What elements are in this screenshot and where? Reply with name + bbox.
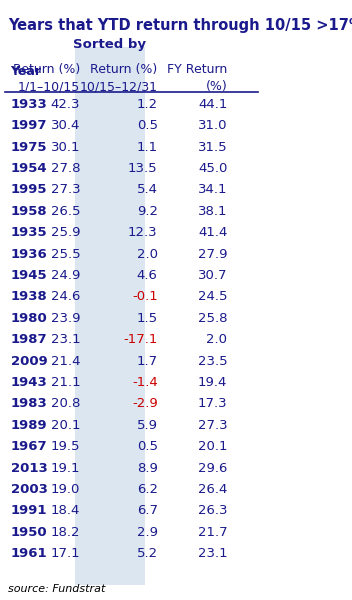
Text: 19.0: 19.0 (51, 483, 80, 496)
Text: 23.9: 23.9 (51, 312, 80, 325)
Text: 25.9: 25.9 (51, 226, 80, 239)
Text: 1943: 1943 (11, 376, 47, 389)
Text: 20.1: 20.1 (198, 440, 227, 453)
Text: 18.4: 18.4 (51, 505, 80, 517)
Text: -17.1: -17.1 (123, 333, 158, 346)
Text: 26.5: 26.5 (51, 205, 80, 218)
Text: 27.9: 27.9 (198, 248, 227, 260)
Text: 2.9: 2.9 (137, 526, 158, 539)
FancyBboxPatch shape (75, 47, 145, 586)
Text: 1961: 1961 (11, 547, 47, 560)
Text: 1995: 1995 (11, 184, 47, 196)
Text: 1945: 1945 (11, 269, 47, 282)
Text: 1936: 1936 (11, 248, 47, 260)
Text: 25.5: 25.5 (51, 248, 80, 260)
Text: (%): (%) (206, 80, 227, 93)
Text: 34.1: 34.1 (198, 184, 227, 196)
Text: 0.5: 0.5 (137, 119, 158, 132)
Text: 29.6: 29.6 (198, 461, 227, 475)
Text: 30.4: 30.4 (51, 119, 80, 132)
Text: 2013: 2013 (11, 461, 47, 475)
Text: 1980: 1980 (11, 312, 47, 325)
Text: 1950: 1950 (11, 526, 47, 539)
Text: 5.4: 5.4 (137, 184, 158, 196)
Text: 1997: 1997 (11, 119, 47, 132)
Text: 1991: 1991 (11, 505, 47, 517)
Text: 27.8: 27.8 (51, 162, 80, 175)
Text: 1.5: 1.5 (137, 312, 158, 325)
Text: 30.1: 30.1 (51, 140, 80, 154)
Text: 1958: 1958 (11, 205, 47, 218)
Text: 1.7: 1.7 (137, 355, 158, 368)
Text: 23.5: 23.5 (198, 355, 227, 368)
Text: 1983: 1983 (11, 397, 47, 410)
Text: 26.3: 26.3 (198, 505, 227, 517)
Text: 5.2: 5.2 (137, 547, 158, 560)
Text: 38.1: 38.1 (198, 205, 227, 218)
Text: 24.6: 24.6 (51, 290, 80, 304)
Text: 17.1: 17.1 (51, 547, 80, 560)
Text: 19.4: 19.4 (198, 376, 227, 389)
Text: 1935: 1935 (11, 226, 47, 239)
Text: 0.5: 0.5 (137, 440, 158, 453)
Text: 18.2: 18.2 (51, 526, 80, 539)
Text: 45.0: 45.0 (198, 162, 227, 175)
Text: 23.1: 23.1 (51, 333, 80, 346)
Text: 1967: 1967 (11, 440, 47, 453)
Text: 17.3: 17.3 (198, 397, 227, 410)
Text: 9.2: 9.2 (137, 205, 158, 218)
Text: 27.3: 27.3 (198, 419, 227, 432)
Text: 20.1: 20.1 (51, 419, 80, 432)
Text: 1987: 1987 (11, 333, 47, 346)
Text: Year: Year (11, 65, 42, 78)
Text: 2.0: 2.0 (137, 248, 158, 260)
Text: 8.9: 8.9 (137, 461, 158, 475)
Text: 5.9: 5.9 (137, 419, 158, 432)
Text: 19.5: 19.5 (51, 440, 80, 453)
Text: source: Fundstrat: source: Fundstrat (8, 584, 105, 594)
Text: 20.8: 20.8 (51, 397, 80, 410)
Text: 6.2: 6.2 (137, 483, 158, 496)
Text: 1954: 1954 (11, 162, 47, 175)
Text: 31.0: 31.0 (198, 119, 227, 132)
Text: 21.4: 21.4 (51, 355, 80, 368)
Text: 42.3: 42.3 (51, 98, 80, 111)
Text: 21.1: 21.1 (51, 376, 80, 389)
Text: 4.6: 4.6 (137, 269, 158, 282)
Text: 1.1: 1.1 (137, 140, 158, 154)
Text: 1933: 1933 (11, 98, 47, 111)
Text: Sorted by: Sorted by (74, 38, 146, 52)
Text: 12.3: 12.3 (128, 226, 158, 239)
Text: 10/15–12/31: 10/15–12/31 (80, 80, 158, 93)
Text: FY Return: FY Return (167, 64, 227, 76)
Text: 26.4: 26.4 (198, 483, 227, 496)
Text: 13.5: 13.5 (128, 162, 158, 175)
Text: 2009: 2009 (11, 355, 47, 368)
Text: 2003: 2003 (11, 483, 48, 496)
Text: 23.1: 23.1 (198, 547, 227, 560)
Text: 27.3: 27.3 (51, 184, 80, 196)
Text: 31.5: 31.5 (198, 140, 227, 154)
Text: 21.7: 21.7 (198, 526, 227, 539)
Text: -0.1: -0.1 (132, 290, 158, 304)
Text: 1938: 1938 (11, 290, 47, 304)
Text: 19.1: 19.1 (51, 461, 80, 475)
Text: Return (%): Return (%) (13, 64, 80, 76)
Text: -1.4: -1.4 (132, 376, 158, 389)
Text: 2.0: 2.0 (206, 333, 227, 346)
Text: 41.4: 41.4 (198, 226, 227, 239)
Text: Years that YTD return through 10/15 >17%: Years that YTD return through 10/15 >17% (8, 17, 352, 32)
Text: 6.7: 6.7 (137, 505, 158, 517)
Text: 1.2: 1.2 (137, 98, 158, 111)
Text: 1/1–10/15: 1/1–10/15 (18, 80, 80, 93)
Text: -2.9: -2.9 (132, 397, 158, 410)
Text: 24.9: 24.9 (51, 269, 80, 282)
Text: 44.1: 44.1 (198, 98, 227, 111)
Text: 24.5: 24.5 (198, 290, 227, 304)
Text: 25.8: 25.8 (198, 312, 227, 325)
Text: Return (%): Return (%) (90, 64, 158, 76)
Text: 30.7: 30.7 (198, 269, 227, 282)
Text: 1989: 1989 (11, 419, 47, 432)
Text: 1975: 1975 (11, 140, 47, 154)
